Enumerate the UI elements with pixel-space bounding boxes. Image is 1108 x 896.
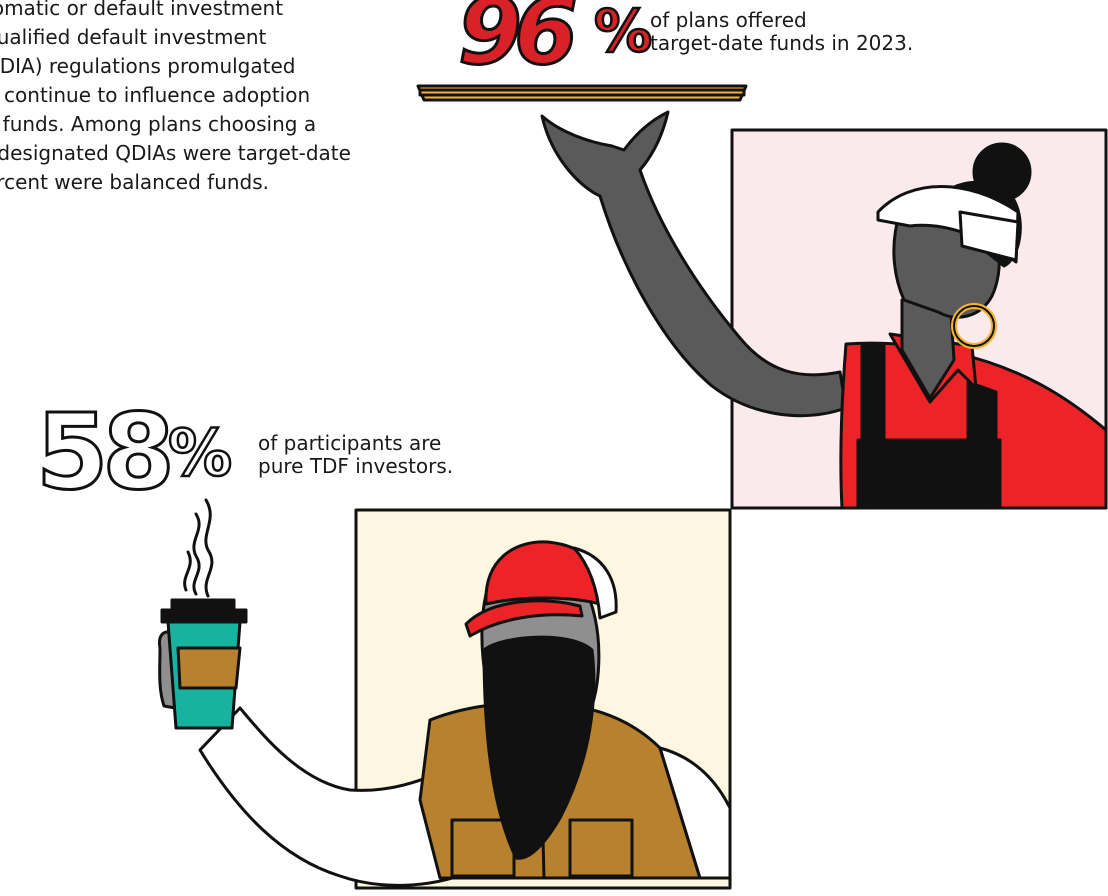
black-apron <box>856 438 1002 510</box>
intro-line: QDIA) regulations promulgated <box>0 54 296 78</box>
participants-stat-caption: of participants are pure TDF investors. <box>258 432 453 478</box>
cap-mesh <box>572 546 618 620</box>
apron-strap-right <box>966 380 998 442</box>
participants-stat-number: 58 <box>35 391 177 513</box>
cup-lid-top <box>170 598 236 612</box>
intro-line: e funds. Among plans choosing a <box>0 112 317 136</box>
cup-sleeve <box>176 646 242 690</box>
caption-line: of plans offered <box>650 8 807 32</box>
intro-line: qualified default investment <box>0 25 267 49</box>
intro-paragraph: tomatic or default investment qualified … <box>0 0 454 197</box>
tray-rim <box>418 88 746 97</box>
caption-line: target-date funds in 2023. <box>650 31 914 55</box>
plans-stat-number: 96 <box>456 0 579 85</box>
participants-stat-percent-symbol: % <box>167 417 234 491</box>
intro-line: A continue to influence adoption <box>0 83 311 107</box>
raised-arm <box>540 110 848 418</box>
pocket-right <box>568 818 634 878</box>
intro-line: tomatic or default investment <box>0 0 284 20</box>
cup-lid <box>160 608 248 624</box>
plans-stat-caption: of plans offered target-date funds in 20… <box>650 9 913 55</box>
apron-strap-left <box>860 344 886 442</box>
visor-band <box>958 210 1020 262</box>
steam-icon <box>192 512 201 596</box>
plans-stat-percent-symbol: % <box>593 0 654 65</box>
man-with-coffee-illustration <box>158 498 732 890</box>
intro-line: f designated QDIAs were target-date <box>0 141 351 165</box>
caption-line: of participants are <box>258 431 442 455</box>
cap-brim <box>464 599 584 638</box>
server-with-tray-illustration <box>416 84 1108 510</box>
caption-line: pure TDF investors. <box>258 454 454 478</box>
intro-line: ercent were balanced funds. <box>0 170 270 194</box>
beard <box>482 635 596 860</box>
vest-right-side <box>658 746 732 880</box>
